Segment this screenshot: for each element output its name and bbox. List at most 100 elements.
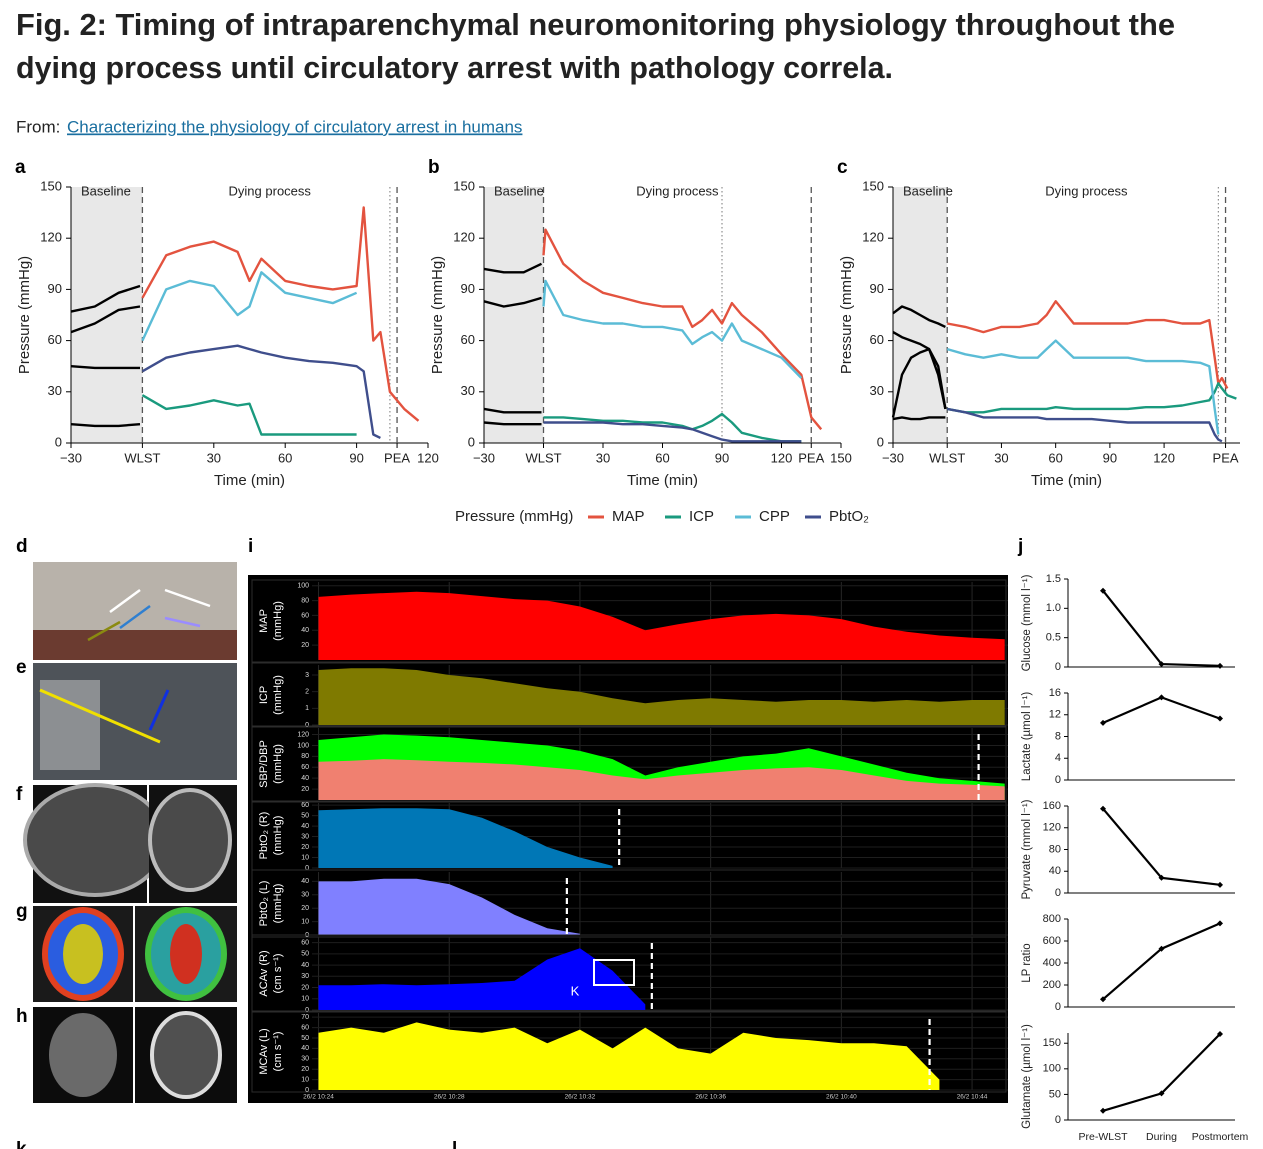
source-link[interactable]: Characterizing the physiology of circula… — [67, 117, 522, 136]
y-tick-label: 60 — [301, 764, 309, 771]
annotation: Baseline — [81, 183, 131, 198]
series-line — [141, 394, 357, 436]
y-tick-label: 60 — [301, 1024, 309, 1031]
x-tick-label: 30 — [596, 450, 610, 465]
series-line — [946, 300, 1229, 389]
series-line — [1102, 696, 1221, 724]
x-tick-label: 30 — [994, 450, 1008, 465]
x-tick-label: 26/2 10:44 — [957, 1094, 988, 1101]
y-axis-label: Glucose (mmol l⁻¹) — [1021, 574, 1033, 671]
y-tick-label: 90 — [461, 281, 475, 296]
track-frame — [251, 1010, 1007, 1093]
y-tick-label: 20 — [301, 1066, 309, 1073]
panel-label: g — [16, 901, 28, 922]
track-label: MAP — [258, 609, 270, 633]
y-tick-label: 20 — [301, 642, 309, 649]
ct-skull — [148, 788, 232, 892]
y-tick-label: 50 — [1049, 1088, 1061, 1100]
series-line — [892, 416, 946, 421]
x-tick-label: 26/2 10:24 — [303, 1094, 334, 1101]
y-tick-label: 100 — [1043, 1063, 1061, 1075]
y-tick-label: 30 — [461, 383, 475, 398]
point — [1158, 694, 1165, 701]
y-tick-label: 0 — [1055, 1114, 1061, 1126]
y-tick-label: 30 — [301, 1056, 309, 1063]
point — [1217, 715, 1223, 722]
track-area — [318, 808, 613, 868]
y-tick-label: 150 — [453, 178, 475, 193]
legend-title: Pressure (mmHg) — [455, 508, 573, 525]
panel-label: c — [837, 157, 848, 178]
point — [1100, 805, 1106, 812]
series-line — [542, 228, 823, 431]
panel-label: k — [16, 1139, 27, 1149]
arrow — [119, 604, 151, 630]
series-line — [892, 305, 946, 328]
series-line — [483, 296, 542, 308]
series-line — [543, 421, 802, 443]
annotation: Dying process — [229, 183, 312, 198]
y-tick-label: 10 — [301, 918, 309, 925]
x-tick-label: 120 — [1153, 450, 1175, 465]
y-tick-label: 12 — [1049, 709, 1061, 721]
y-tick-label: 60 — [301, 939, 309, 946]
y-tick-label: 150 — [862, 178, 884, 193]
point — [1100, 996, 1106, 1003]
point — [1217, 920, 1223, 927]
series-line — [946, 407, 1223, 443]
track-label: (mmHg) — [272, 816, 284, 856]
point — [1158, 1090, 1165, 1097]
y-tick-label: 4 — [1055, 752, 1061, 764]
panel-label: l — [452, 1139, 457, 1149]
annotation: K — [571, 983, 580, 998]
x-tick-label: 26/2 10:40 — [826, 1094, 857, 1101]
y-tick-label: 40 — [301, 775, 309, 782]
track-area — [318, 591, 1005, 660]
x-tick-label: 90 — [1103, 450, 1117, 465]
track-frame — [251, 662, 1007, 728]
x-axis-label: Time (min) — [627, 472, 698, 489]
track-label: (mmHg) — [272, 675, 284, 715]
y-tick-label: 50 — [301, 1035, 309, 1042]
series-line — [70, 423, 141, 428]
track-label: ICP — [258, 686, 270, 704]
series-line — [70, 305, 141, 334]
x-tick-label: 60 — [655, 450, 669, 465]
track-frame — [251, 725, 1007, 803]
track-label: (mmHg) — [272, 744, 284, 784]
y-tick-label: 800 — [1043, 913, 1061, 925]
y-tick-label: 60 — [48, 332, 62, 347]
y-tick-label: 30 — [301, 892, 309, 899]
series-line — [483, 421, 542, 426]
y-tick-label: 40 — [301, 878, 309, 885]
point — [1100, 719, 1106, 726]
series-line — [1102, 590, 1221, 667]
series-line — [483, 262, 543, 274]
y-tick-label: 20 — [301, 905, 309, 912]
x-tick-label: WLST — [929, 450, 965, 465]
point — [1158, 945, 1165, 952]
legend-label: PbtO₂ — [829, 508, 869, 525]
x-tick-label: 90 — [715, 450, 729, 465]
x-tick-label: −30 — [473, 450, 495, 465]
track-label: PbtO₂ (R) — [258, 812, 270, 860]
y-tick-label: 100 — [297, 583, 309, 590]
y-tick-label: 0 — [1055, 887, 1061, 899]
y-tick-label: 3 — [305, 672, 309, 679]
x-tick-label: 60 — [278, 450, 292, 465]
y-tick-label: 60 — [870, 332, 884, 347]
y-tick-label: 10 — [301, 854, 309, 861]
legend-label: MAP — [612, 508, 645, 525]
y-tick-label: 20 — [301, 786, 309, 793]
y-tick-label: 0 — [1055, 1001, 1061, 1013]
y-tick-label: 0 — [305, 865, 309, 872]
point — [1217, 662, 1223, 669]
series-line — [892, 331, 947, 410]
y-tick-label: 0 — [877, 434, 884, 449]
ct-skull — [23, 783, 167, 897]
y-tick-label: 8 — [1055, 730, 1061, 742]
y-axis-label: Pyruvate (mmol l⁻¹) — [1021, 799, 1033, 899]
track-label: MCAv (L) — [258, 1028, 270, 1074]
y-tick-label: 120 — [862, 230, 884, 245]
